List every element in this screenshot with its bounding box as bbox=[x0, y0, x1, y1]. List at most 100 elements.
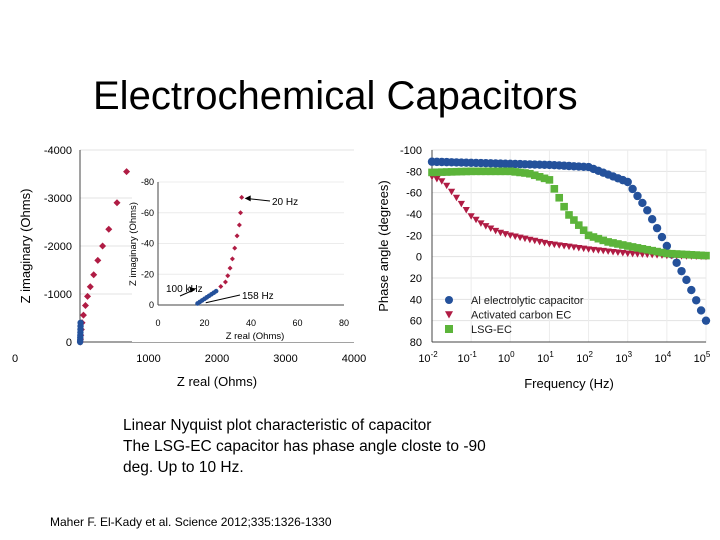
bode-point-al-electrolytic bbox=[628, 184, 637, 194]
bode-x-tick: 101 bbox=[537, 350, 554, 365]
bode-point-activated-carbon bbox=[629, 250, 637, 258]
bode-x-tick: 102 bbox=[576, 350, 593, 365]
bode-point-al-electrolytic bbox=[687, 285, 696, 295]
bode-point-lsg bbox=[491, 167, 500, 176]
bode-point-activated-carbon bbox=[477, 220, 485, 227]
slide-title: Electrochemical Capacitors bbox=[93, 74, 578, 118]
inset-background bbox=[132, 170, 354, 342]
bode-point-lsg bbox=[643, 245, 652, 254]
inset-point-activated-carbon bbox=[239, 194, 245, 200]
bode-y-tick: -40 bbox=[406, 209, 422, 221]
bode-point-activated-carbon bbox=[565, 243, 573, 251]
citation: Maher F. El-Kady et al. Science 2012;335… bbox=[50, 515, 332, 529]
legend-label: Al electrolytic capacitor bbox=[471, 295, 584, 307]
bode-point-al-electrolytic bbox=[692, 296, 701, 305]
nyquist-point-activated-carbon bbox=[113, 199, 121, 207]
inset-arrow-158hz bbox=[205, 294, 241, 304]
inset-x-label: Z real (Ohms) bbox=[226, 331, 285, 342]
inset-point-activated-carbon bbox=[218, 284, 224, 290]
inset-y-tick: -40 bbox=[141, 239, 154, 249]
bode-y-tick: 80 bbox=[410, 337, 422, 349]
bode-point-al-electrolytic bbox=[652, 223, 662, 233]
bode-point-lsg bbox=[545, 176, 554, 184]
bode-point-lsg bbox=[633, 244, 642, 252]
bode-point-lsg bbox=[667, 249, 676, 258]
bode-point-lsg bbox=[604, 238, 612, 246]
bode-point-activated-carbon bbox=[443, 182, 451, 190]
legend-marker bbox=[445, 311, 453, 319]
bode-point-lsg bbox=[437, 168, 446, 176]
inset-point-activated-carbon bbox=[227, 265, 233, 271]
bode-point-activated-carbon bbox=[560, 242, 568, 250]
bode-x-tick: 10-2 bbox=[418, 350, 438, 365]
bode-point-activated-carbon bbox=[472, 216, 480, 224]
bode-y-tick: 40 bbox=[410, 294, 422, 306]
bode-point-activated-carbon bbox=[624, 250, 632, 258]
inset-y-tick: -20 bbox=[141, 269, 154, 279]
bode-point-lsg bbox=[628, 243, 637, 251]
bode-point-al-electrolytic bbox=[633, 191, 642, 201]
bode-point-lsg bbox=[560, 202, 568, 211]
inset-y-tick: -80 bbox=[141, 177, 154, 187]
bode-point-al-electrolytic bbox=[657, 232, 667, 242]
bode-point-lsg bbox=[594, 234, 603, 243]
bode-point-activated-carbon bbox=[589, 246, 598, 254]
nyquist-point-activated-carbon bbox=[79, 311, 87, 319]
nyquist-point-activated-carbon bbox=[99, 242, 107, 250]
bode-point-lsg bbox=[638, 245, 647, 253]
bode-point-lsg bbox=[653, 247, 661, 256]
bode-point-lsg bbox=[677, 250, 686, 259]
nyquist-x-tick: 3000 bbox=[273, 353, 297, 365]
inset-x-tick: 40 bbox=[246, 318, 256, 328]
bode-point-activated-carbon bbox=[467, 213, 475, 220]
bode-x-tick: 100 bbox=[498, 350, 515, 365]
legend-marker bbox=[445, 296, 453, 304]
inset-x-tick: 20 bbox=[199, 318, 209, 328]
bode-point-activated-carbon bbox=[614, 249, 622, 256]
bode-point-activated-carbon bbox=[633, 251, 642, 258]
bode-point-lsg bbox=[467, 167, 475, 176]
bode-y-tick: -80 bbox=[406, 166, 422, 178]
bode-x-tick: 105 bbox=[694, 350, 711, 365]
nyquist-y-tick: -4000 bbox=[44, 145, 72, 157]
bode-point-activated-carbon bbox=[619, 250, 627, 257]
bode-point-lsg bbox=[682, 250, 691, 259]
inset-annotation-100khz: 100 kHz bbox=[166, 284, 203, 295]
bode-point-lsg bbox=[482, 167, 490, 176]
bode-point-activated-carbon bbox=[584, 246, 593, 253]
bode-point-lsg bbox=[501, 167, 510, 176]
bode-point-lsg bbox=[496, 167, 505, 176]
bode-point-al-electrolytic bbox=[672, 258, 681, 267]
nyquist-x-tick: 0 bbox=[12, 353, 18, 365]
bode-point-activated-carbon bbox=[487, 225, 495, 232]
bode-x-label: Frequency (Hz) bbox=[524, 376, 614, 391]
bode-point-al-electrolytic bbox=[696, 306, 706, 315]
inset-point-lsg bbox=[213, 288, 219, 294]
inset-x-tick: 80 bbox=[339, 318, 349, 328]
bode-y-tick: -20 bbox=[406, 230, 422, 242]
inset-point-activated-carbon bbox=[229, 256, 235, 262]
bode-point-lsg bbox=[570, 216, 578, 224]
bode-legend: Al electrolytic capacitor Activated carbo… bbox=[445, 295, 584, 336]
bode-point-lsg bbox=[579, 226, 588, 235]
nyquist-point-lsg bbox=[77, 319, 84, 326]
nyquist-point-activated-carbon bbox=[105, 225, 113, 233]
bode-point-al-electrolytic bbox=[623, 177, 632, 187]
bode-y-label: Phase angle (degrees) bbox=[376, 180, 391, 312]
bode-point-activated-carbon bbox=[580, 245, 588, 253]
bode-point-activated-carbon bbox=[462, 207, 470, 214]
inset-arrowhead-20hz bbox=[244, 195, 251, 202]
inset-y-tick: 0 bbox=[149, 300, 154, 310]
bode-point-activated-carbon bbox=[452, 194, 461, 202]
bode-x-tick: 103 bbox=[615, 350, 632, 365]
bode-point-activated-carbon bbox=[457, 200, 465, 208]
bode-x-tick: 104 bbox=[655, 350, 672, 365]
inset-annotation-20hz: 20 Hz bbox=[272, 197, 298, 208]
bode-point-lsg bbox=[565, 211, 573, 219]
bode-point-lsg bbox=[486, 167, 495, 176]
bode-point-activated-carbon bbox=[447, 188, 456, 196]
bode-point-al-electrolytic bbox=[677, 266, 686, 276]
bode-point-activated-carbon bbox=[604, 248, 612, 255]
inset-point-activated-carbon bbox=[232, 245, 238, 251]
